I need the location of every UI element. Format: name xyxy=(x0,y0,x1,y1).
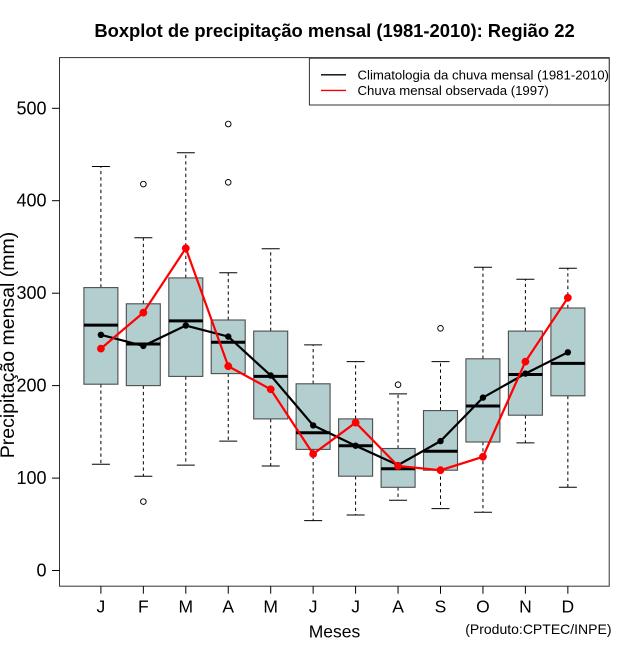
svg-text:J: J xyxy=(351,597,360,617)
svg-text:(Produto:CPTEC/INPE): (Produto:CPTEC/INPE) xyxy=(465,621,611,637)
svg-text:A: A xyxy=(222,597,234,617)
svg-text:O: O xyxy=(476,597,490,617)
svg-text:Chuva mensal observada (1997): Chuva mensal observada (1997) xyxy=(358,83,549,98)
svg-text:N: N xyxy=(519,597,532,617)
svg-text:500: 500 xyxy=(16,98,46,118)
svg-text:J: J xyxy=(309,597,318,617)
svg-text:M: M xyxy=(179,597,194,617)
svg-text:M: M xyxy=(263,597,278,617)
svg-text:300: 300 xyxy=(16,283,46,303)
svg-text:400: 400 xyxy=(16,191,46,211)
svg-text:Boxplot de precipitação mensal: Boxplot de precipitação mensal (1981-201… xyxy=(94,20,574,41)
svg-text:A: A xyxy=(392,597,404,617)
svg-text:D: D xyxy=(562,597,575,617)
svg-text:100: 100 xyxy=(16,468,46,488)
svg-text:Precipitação mensal (mm): Precipitação mensal (mm) xyxy=(0,232,19,458)
svg-text:Climatologia da chuva mensal (: Climatologia da chuva mensal (1981-2010) xyxy=(358,67,609,82)
svg-text:J: J xyxy=(97,597,106,617)
svg-text:200: 200 xyxy=(16,376,46,396)
svg-text:Meses: Meses xyxy=(309,622,361,642)
svg-text:0: 0 xyxy=(36,561,46,581)
svg-text:S: S xyxy=(435,597,447,617)
svg-text:F: F xyxy=(138,597,149,617)
